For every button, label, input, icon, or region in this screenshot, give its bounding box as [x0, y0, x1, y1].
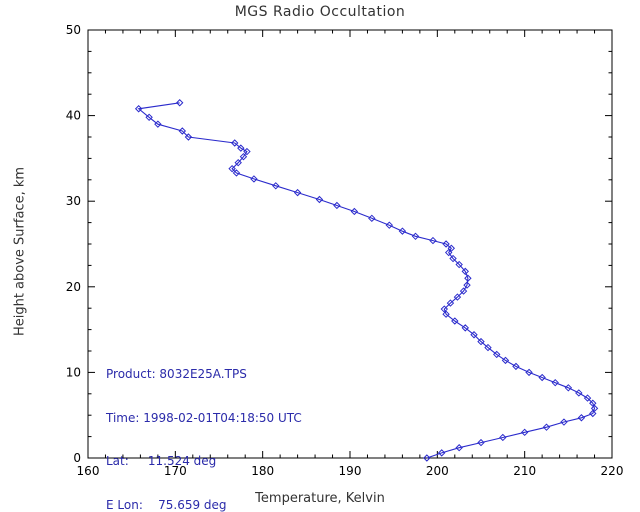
annotation-product: Product: 8032E25A.TPS — [106, 367, 247, 381]
x-tick-label: 180 — [251, 464, 274, 478]
x-tick-label: 220 — [601, 464, 624, 478]
annotation-time: Time: 1998-02-01T04:18:50 UTC — [106, 410, 302, 425]
y-tick-label: 40 — [66, 109, 81, 123]
diamond-markers — [134, 99, 599, 462]
x-axis-label: Temperature, Kelvin — [255, 491, 385, 506]
y-tick-label: 0 — [73, 451, 81, 465]
annotation-elon: E Lon: 75.659 deg — [106, 497, 227, 512]
profile-line — [137, 102, 596, 459]
y-tick-label: 10 — [66, 365, 81, 379]
x-tick-label: 200 — [426, 464, 449, 478]
x-tick-label: 170 — [164, 464, 187, 478]
y-tick-label: 50 — [66, 23, 81, 37]
chart-title: MGS Radio Occultation — [234, 4, 406, 20]
x-tick-label: 190 — [339, 464, 362, 478]
metadata-annotation-block: Product: 8032E25A.TPS Time: 1998-02-01T0… — [106, 338, 302, 512]
x-tick-label: 210 — [513, 464, 536, 478]
y-axis-label: Height above Surface, km — [12, 166, 28, 337]
y-tick-label: 30 — [66, 194, 81, 208]
annotation-lat: Lat: 11.524 deg — [106, 454, 217, 468]
x-tick-label: 160 — [77, 464, 100, 478]
y-tick-label: 20 — [66, 280, 81, 294]
